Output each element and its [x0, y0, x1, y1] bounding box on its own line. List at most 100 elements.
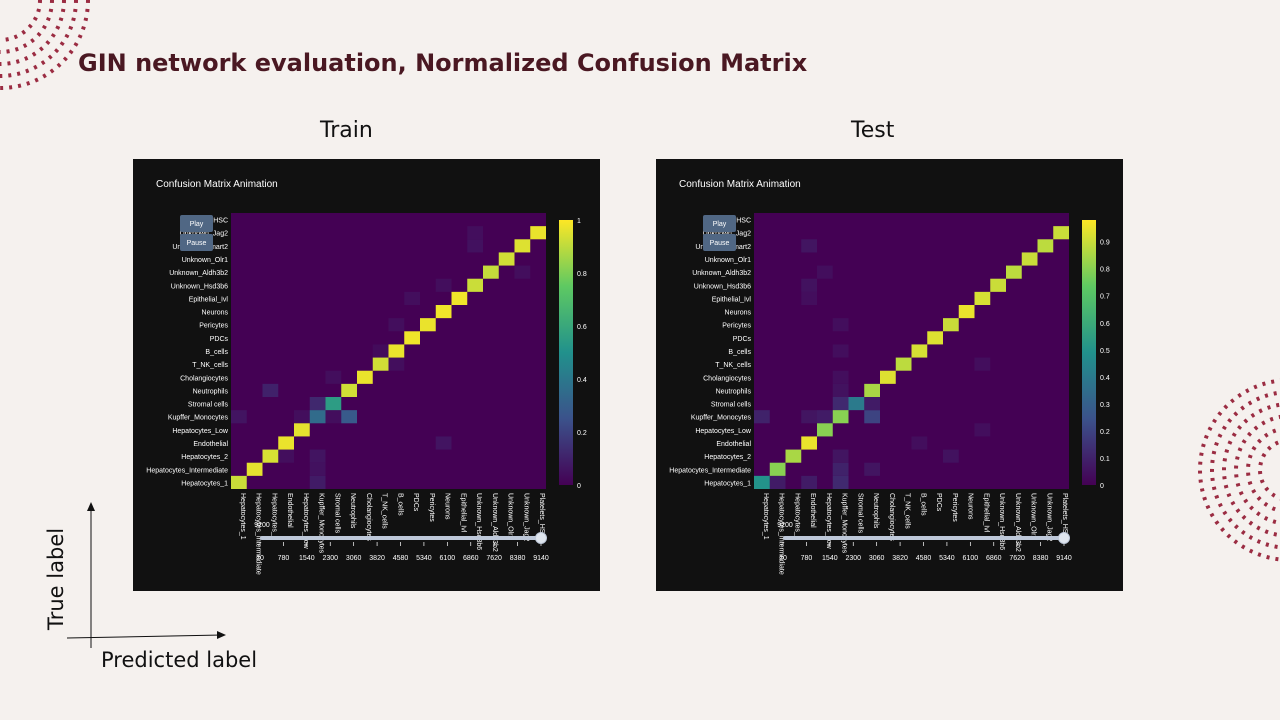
heatmap-cell — [974, 357, 991, 371]
colorbar — [1082, 220, 1096, 485]
slide-title: GIN network evaluation, Normalized Confu… — [78, 49, 808, 77]
y-tick-label: Hepatocytes_Intermediate — [669, 467, 751, 474]
heatmap-diagonal-cell — [294, 423, 310, 437]
slider-tick-label: 3060 — [346, 555, 362, 562]
x-tick-label: Kupffer_Monocytes — [841, 493, 848, 554]
y-tick-label: T_NK_cells — [192, 362, 228, 369]
colorbar-tick-label: 0.5 — [1100, 348, 1110, 355]
y-tick-label: Hepatocytes_Low — [695, 428, 752, 435]
pause-button[interactable]: Pause — [180, 234, 213, 251]
true-label-text: True label — [44, 527, 68, 630]
heatmap-cell — [278, 449, 294, 463]
heatmap-cell — [864, 462, 880, 476]
heatmap-diagonal-cell — [498, 252, 515, 266]
colorbar-tick-label: 0.4 — [1100, 375, 1110, 382]
heatmap-diagonal-cell — [848, 397, 865, 411]
slider-track[interactable] — [783, 536, 1064, 540]
colorbar-tick-label: 0.8 — [577, 271, 587, 278]
slider-tick-label: 9140 — [1056, 555, 1072, 562]
slider-tick-label: 6860 — [463, 555, 479, 562]
y-tick-label: Neurons — [202, 310, 229, 317]
heatmap-diagonal-cell — [246, 462, 263, 476]
y-tick-label: Cholangiocytes — [703, 375, 751, 382]
y-tick-label: Unknown_Olr1 — [182, 257, 228, 264]
x-tick-label: Neutrophils — [349, 493, 356, 529]
x-tick-label: Platelets_HSC — [538, 493, 545, 539]
right-arc-4 — [1222, 402, 1280, 538]
y-tick-label: Hepatocytes_2 — [704, 454, 751, 461]
top-left-arc-5 — [0, 0, 90, 90]
play-button-label[interactable]: Play — [713, 221, 727, 228]
heatmap-cell — [832, 462, 849, 476]
heatmap-diagonal-cell — [483, 265, 499, 279]
x-tick-label: B_cells — [396, 493, 403, 516]
slider-tick-label: 20 — [256, 555, 264, 562]
pause-button-label[interactable]: Pause — [187, 240, 207, 247]
slider-tick-label: 3820 — [369, 555, 385, 562]
y-tick-label: Epithelial_Ivl — [189, 296, 229, 303]
y-tick-label: Cholangiocytes — [180, 375, 228, 382]
heatmap-diagonal-cell — [309, 410, 326, 424]
y-tick-label: Pericytes — [199, 323, 228, 330]
x-tick-label: Hepatocytes_2 — [793, 493, 800, 540]
heatmap-diagonal-cell — [404, 331, 420, 345]
heatmap-diagonal-cell — [388, 344, 405, 358]
slider-current-value: 9200 — [777, 522, 793, 529]
colorbar-tick-label: 0.7 — [1100, 294, 1110, 301]
top-left-arc-2 — [0, 0, 54, 54]
right-arc-5 — [1210, 390, 1280, 550]
colorbar-tick-label: 0.8 — [1100, 267, 1110, 274]
heatmap-diagonal-cell — [990, 278, 1006, 292]
heatmap-cell — [341, 410, 357, 424]
y-tick-label: Pericytes — [722, 323, 751, 330]
y-tick-label: Unknown_Aldh3b2 — [169, 270, 228, 277]
x-tick-label: Hepatocytes_Low — [302, 493, 309, 550]
heatmap-diagonal-cell — [880, 370, 896, 384]
slider-track[interactable] — [260, 536, 541, 540]
heatmap-diagonal-cell — [958, 305, 975, 319]
colorbar-tick-label: 0.6 — [577, 324, 587, 331]
pause-button-bg[interactable] — [703, 234, 736, 251]
heatmap-cell — [404, 291, 420, 305]
heatmap-cell — [467, 226, 483, 240]
pause-button-bg[interactable] — [180, 234, 213, 251]
pause-button-label[interactable]: Pause — [710, 240, 730, 247]
heatmap-diagonal-cell — [278, 436, 294, 450]
panel-heading-train: Train — [320, 118, 373, 143]
x-tick-label: Endothelial — [809, 493, 816, 528]
colorbar-tick-label: 1 — [577, 218, 581, 225]
heatmap-cell — [864, 410, 880, 424]
heatmap-cell — [388, 357, 405, 371]
slider-handle[interactable] — [535, 532, 547, 544]
y-tick-label: Hepatocytes_1 — [704, 480, 751, 487]
pause-button[interactable]: Pause — [703, 234, 736, 251]
heatmap-diagonal-cell — [1006, 265, 1022, 279]
play-button[interactable]: Play — [703, 215, 736, 232]
slider-tick-label: 2300 — [322, 555, 338, 562]
heatmap-diagonal-cell — [817, 423, 833, 437]
y-tick-label: Stromal cells — [188, 402, 229, 409]
colorbar-tick-label: 0.4 — [577, 377, 587, 384]
heatmap-diagonal-cell — [801, 436, 817, 450]
slider-tick-label: 6100 — [963, 555, 979, 562]
heatmap-diagonal-cell — [895, 357, 912, 371]
heatmap-cell — [817, 265, 833, 279]
heatmap-diagonal-cell — [1053, 226, 1069, 240]
play-button-bg[interactable] — [703, 215, 736, 232]
play-button[interactable]: Play — [180, 215, 213, 232]
heatmap-cell — [911, 436, 928, 450]
slider-tick-label: 5340 — [416, 555, 432, 562]
play-button-bg[interactable] — [180, 215, 213, 232]
slider-tick-label: 20 — [779, 555, 787, 562]
x-tick-label: Stromal cells — [856, 493, 863, 534]
heatmap-diagonal-cell — [1037, 239, 1054, 253]
top-left-arc-1 — [0, 0, 42, 42]
slider-tick-label: 7620 — [1009, 555, 1025, 562]
slider-handle[interactable] — [1058, 532, 1070, 544]
heatmap-diagonal-cell — [231, 475, 247, 489]
play-button-label[interactable]: Play — [190, 221, 204, 228]
test-chart-panel: Confusion Matrix Animation HSC Unknown_Jag… — [656, 159, 1123, 591]
heatmap-cell — [309, 397, 326, 411]
x-tick-label: Cholangiocytes — [888, 493, 895, 541]
